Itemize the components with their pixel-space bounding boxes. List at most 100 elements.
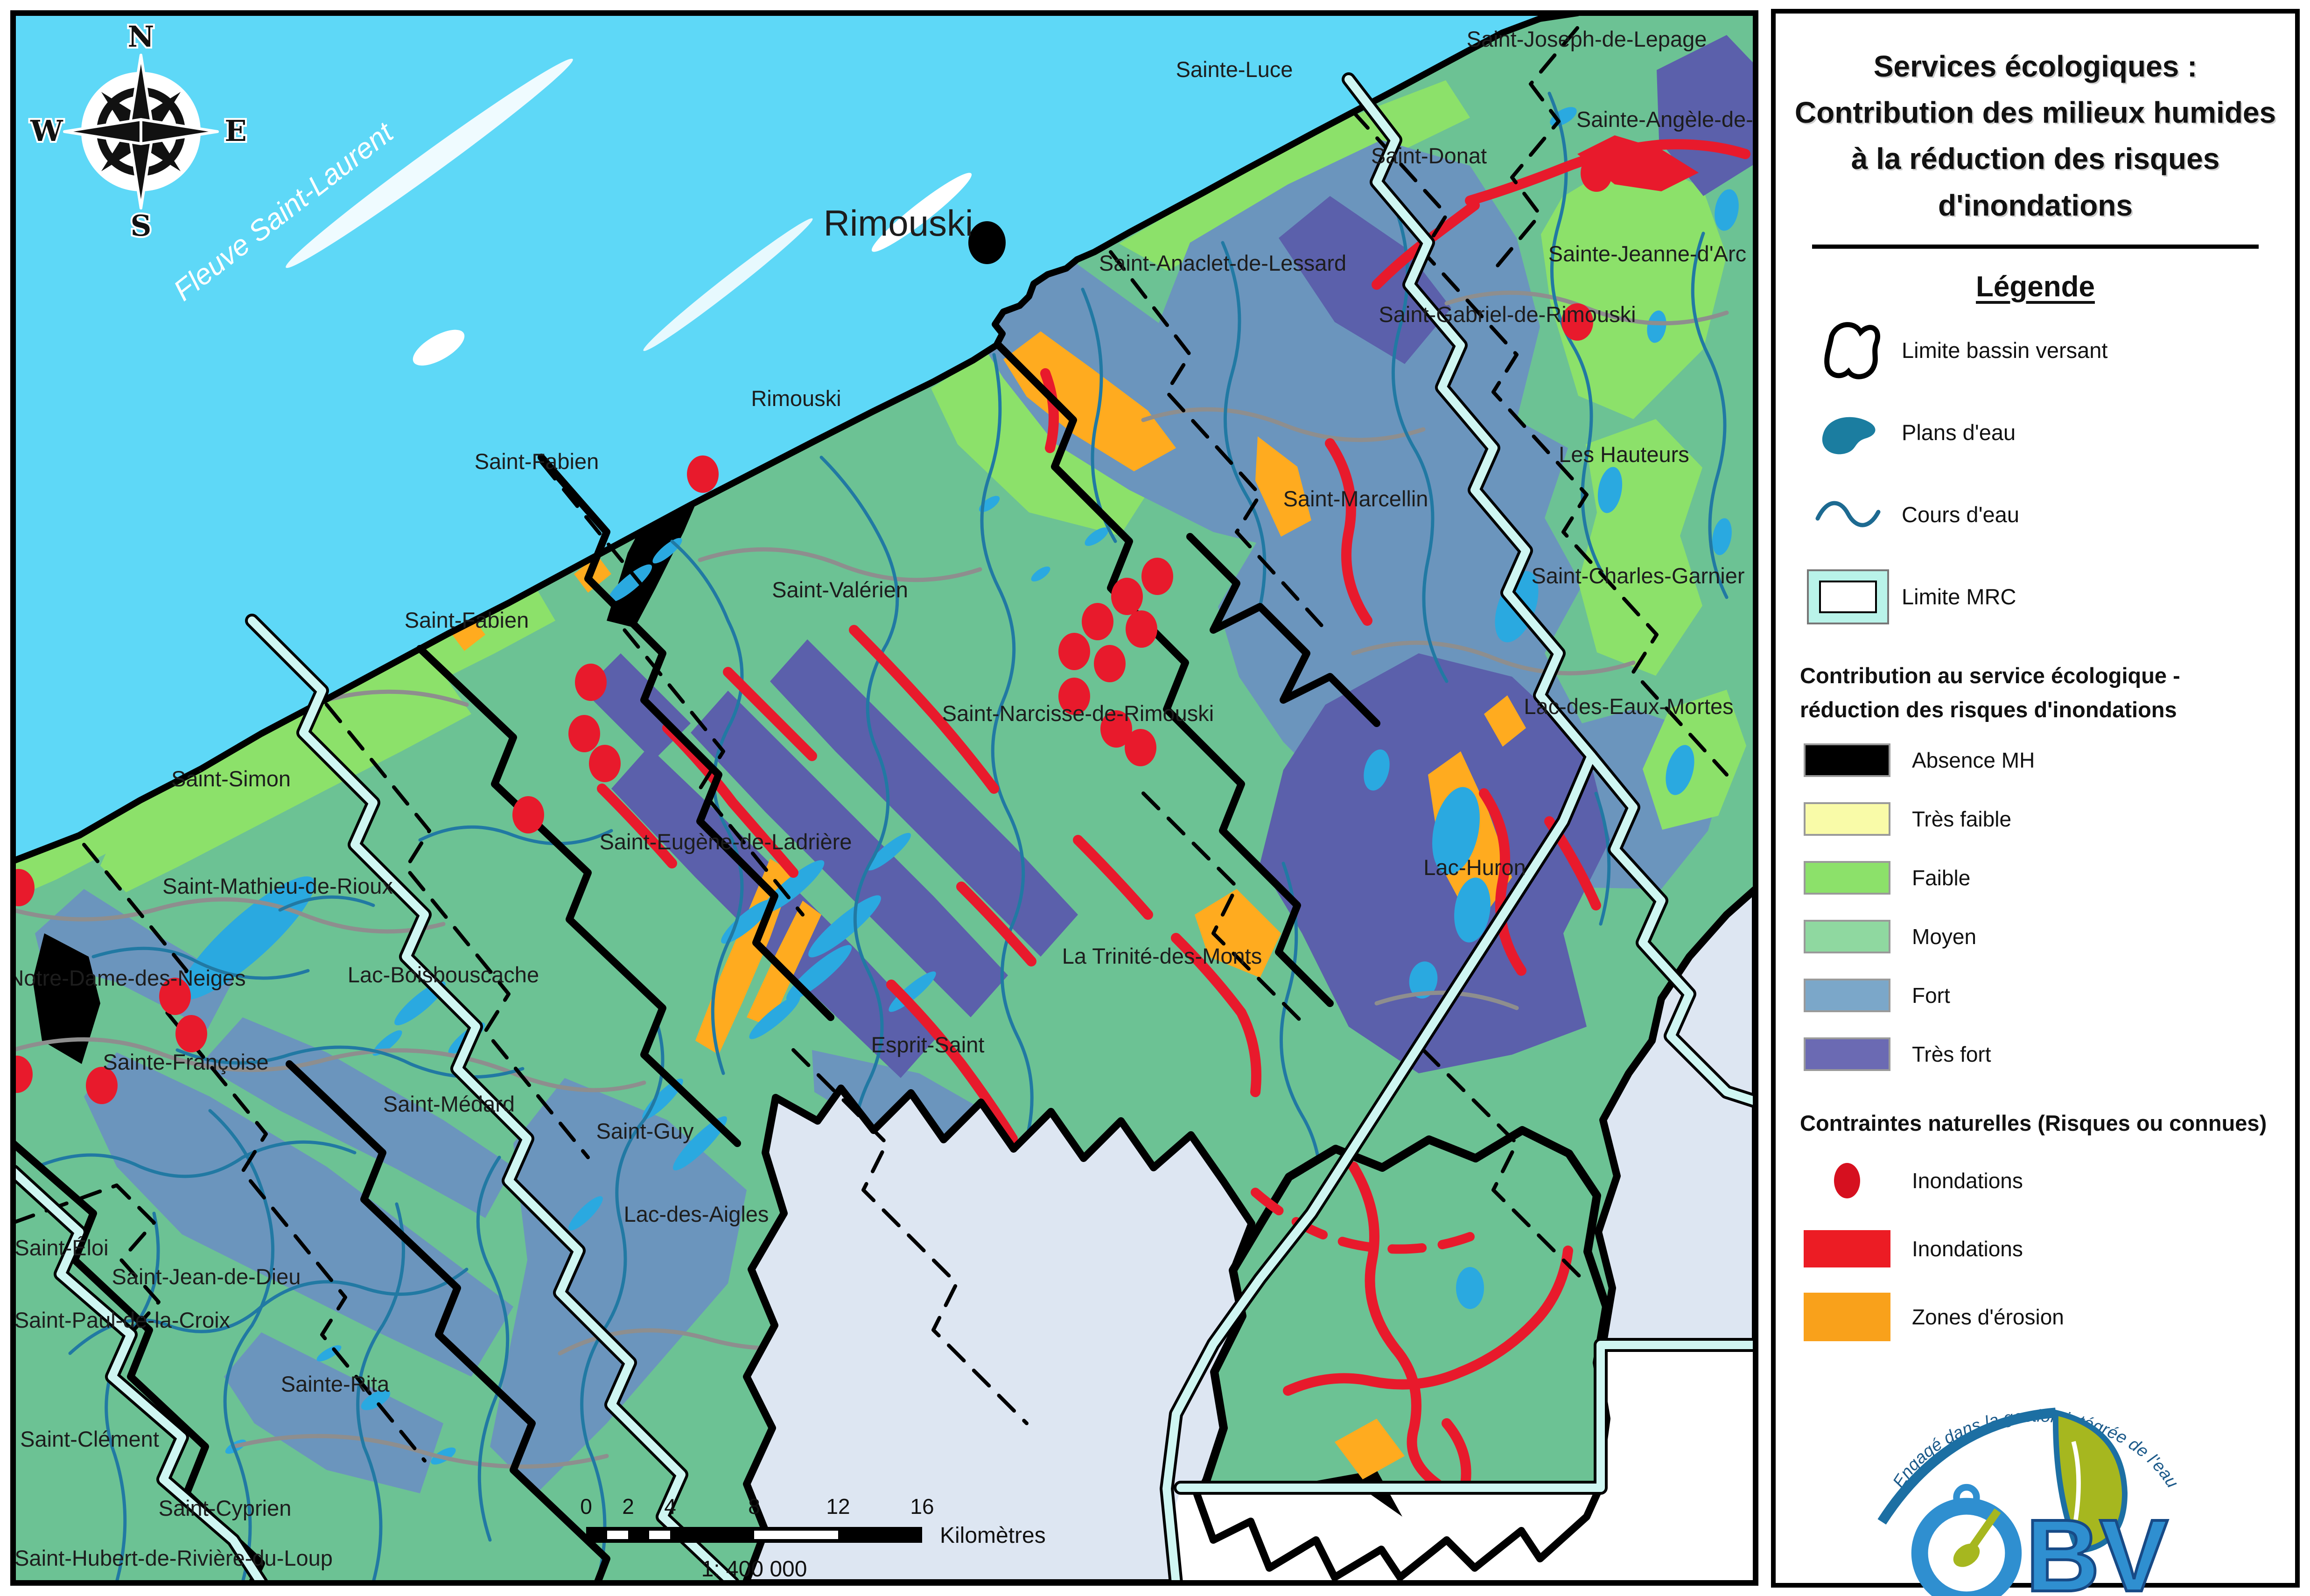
zone-erosion xyxy=(1335,1419,1405,1479)
contribution-header-line: réduction des risques d'inondations xyxy=(1800,697,2177,722)
lake xyxy=(1456,1267,1484,1309)
sub-basin-line xyxy=(698,547,982,582)
flood-point xyxy=(1082,603,1113,640)
class-row: Moyen xyxy=(1804,911,2295,962)
zone-tres-fort xyxy=(770,639,1078,957)
coastline xyxy=(16,16,1579,864)
lake xyxy=(1712,518,1732,555)
flood-point xyxy=(1111,578,1143,615)
zone-faible xyxy=(1643,690,1746,830)
map-label: Lac-des-Eaux-Mortes xyxy=(1524,694,1733,719)
legend-item-label: Limite MRC xyxy=(1902,584,2016,609)
map-label: Saint-Hubert-de-Rivière-du-Loup xyxy=(14,1546,333,1570)
class-label: Absence MH xyxy=(1912,748,2035,773)
mrc-limit-icon xyxy=(1807,569,1889,624)
lake xyxy=(1409,961,1438,999)
scalebar-tick: 2 xyxy=(622,1494,634,1519)
lake xyxy=(1647,310,1666,343)
lake xyxy=(1031,566,1050,582)
class-row: Fort xyxy=(1804,970,2295,1021)
cloud-streak xyxy=(643,218,813,351)
flood-point xyxy=(589,745,621,782)
flood-point xyxy=(1581,154,1612,192)
flood-point xyxy=(568,715,600,752)
map-label: Sainte-Rita xyxy=(281,1372,390,1396)
mrc-limit xyxy=(1587,752,1753,1105)
map-label: Saint-Mathieu-de-Rioux xyxy=(162,874,393,898)
map-title-line: d'inondations xyxy=(1938,188,2133,222)
constraint-row: Inondations xyxy=(1804,1221,2295,1277)
municipal-limit xyxy=(791,1048,1029,1425)
constraint-row: Zones d'érosion xyxy=(1804,1289,2295,1345)
zone-erosion xyxy=(1255,436,1311,537)
class-row: Très fort xyxy=(1804,1029,2295,1079)
constraint-swatch xyxy=(1804,1230,1890,1268)
map-label: La Trinité-des-Monts xyxy=(1062,944,1262,968)
basin-limit xyxy=(995,342,1334,1007)
map-label: Saint-Clément xyxy=(20,1427,159,1451)
map-label: Rimouski xyxy=(751,386,841,411)
constraint-label: Inondations xyxy=(1912,1169,2023,1193)
class-row: Absence MH xyxy=(1804,735,2295,785)
sub-basin-line xyxy=(16,897,446,934)
island xyxy=(413,329,465,366)
flood-zone-icon xyxy=(1804,1230,1890,1268)
lake xyxy=(867,833,911,871)
flood-line xyxy=(597,784,677,868)
map-label: Lac-Boisbouscache xyxy=(348,962,539,987)
basin-outline-icon xyxy=(1824,322,1880,379)
sub-basin-line xyxy=(1141,407,1426,442)
class-label: Fort xyxy=(1912,983,1950,1008)
sub-basin-line xyxy=(16,1037,646,1092)
lake xyxy=(568,1196,603,1231)
legend-panel: Services écologiques : Contribution des … xyxy=(1771,9,2300,1596)
flood-point xyxy=(1058,678,1090,715)
municipal-limit xyxy=(539,460,805,917)
river xyxy=(1594,791,1611,926)
municipal-limit xyxy=(1421,1048,1589,1285)
compass-letter: N xyxy=(128,20,154,54)
lake xyxy=(1454,877,1491,943)
stream-icon-holder xyxy=(1794,491,1902,538)
flood-line xyxy=(1325,438,1372,626)
map-label: Sainte-Angèle-de-Mérici xyxy=(1576,107,1769,132)
contribution-header-line: Contribution au service écologique - xyxy=(1800,663,2180,688)
basin-limit xyxy=(416,645,741,1147)
river xyxy=(356,1202,406,1580)
flood-point xyxy=(86,1067,118,1104)
lake xyxy=(979,496,1000,512)
class-swatch xyxy=(1804,1037,1890,1071)
mrc-limit xyxy=(1176,1341,1753,1492)
scalebar-segment xyxy=(607,1531,628,1539)
flood-line xyxy=(849,625,999,794)
river xyxy=(418,825,613,846)
scalebar-tick: 4 xyxy=(664,1494,676,1519)
class-swatch xyxy=(1804,979,1890,1013)
compass-point xyxy=(63,118,142,145)
map-label: Lac-des-Aigles xyxy=(624,1202,769,1226)
map-label: Saint-Anaclet-de-Lessard xyxy=(1099,251,1346,275)
map-label: Notre-Dame-des-Neiges xyxy=(8,966,245,990)
lake xyxy=(1597,467,1623,513)
flood-line xyxy=(1251,1188,1475,1254)
class-label: Très fort xyxy=(1912,1042,1991,1067)
compass-letter: E xyxy=(224,114,246,148)
zone-fort xyxy=(224,1332,443,1493)
sub-basin-line xyxy=(324,689,469,707)
scalebar-tick: 16 xyxy=(910,1494,934,1519)
zone-tres-fort xyxy=(1279,196,1451,364)
scalebar-tick: 8 xyxy=(748,1494,760,1519)
zone-erosion xyxy=(1484,695,1526,747)
lake xyxy=(749,995,800,1039)
map-label: Saint-Donat xyxy=(1371,143,1487,168)
map-label: Sainte-Luce xyxy=(1176,57,1293,82)
mrc-limit xyxy=(1344,75,1596,760)
lake xyxy=(1432,787,1480,875)
compass-letter: S xyxy=(131,209,152,243)
flood-line xyxy=(1348,1162,1442,1489)
flood-line xyxy=(886,980,1018,1144)
municipal-limit xyxy=(1491,26,1579,273)
lake xyxy=(889,971,936,1012)
divider xyxy=(1812,244,2259,249)
flood-line xyxy=(1171,933,1261,1097)
